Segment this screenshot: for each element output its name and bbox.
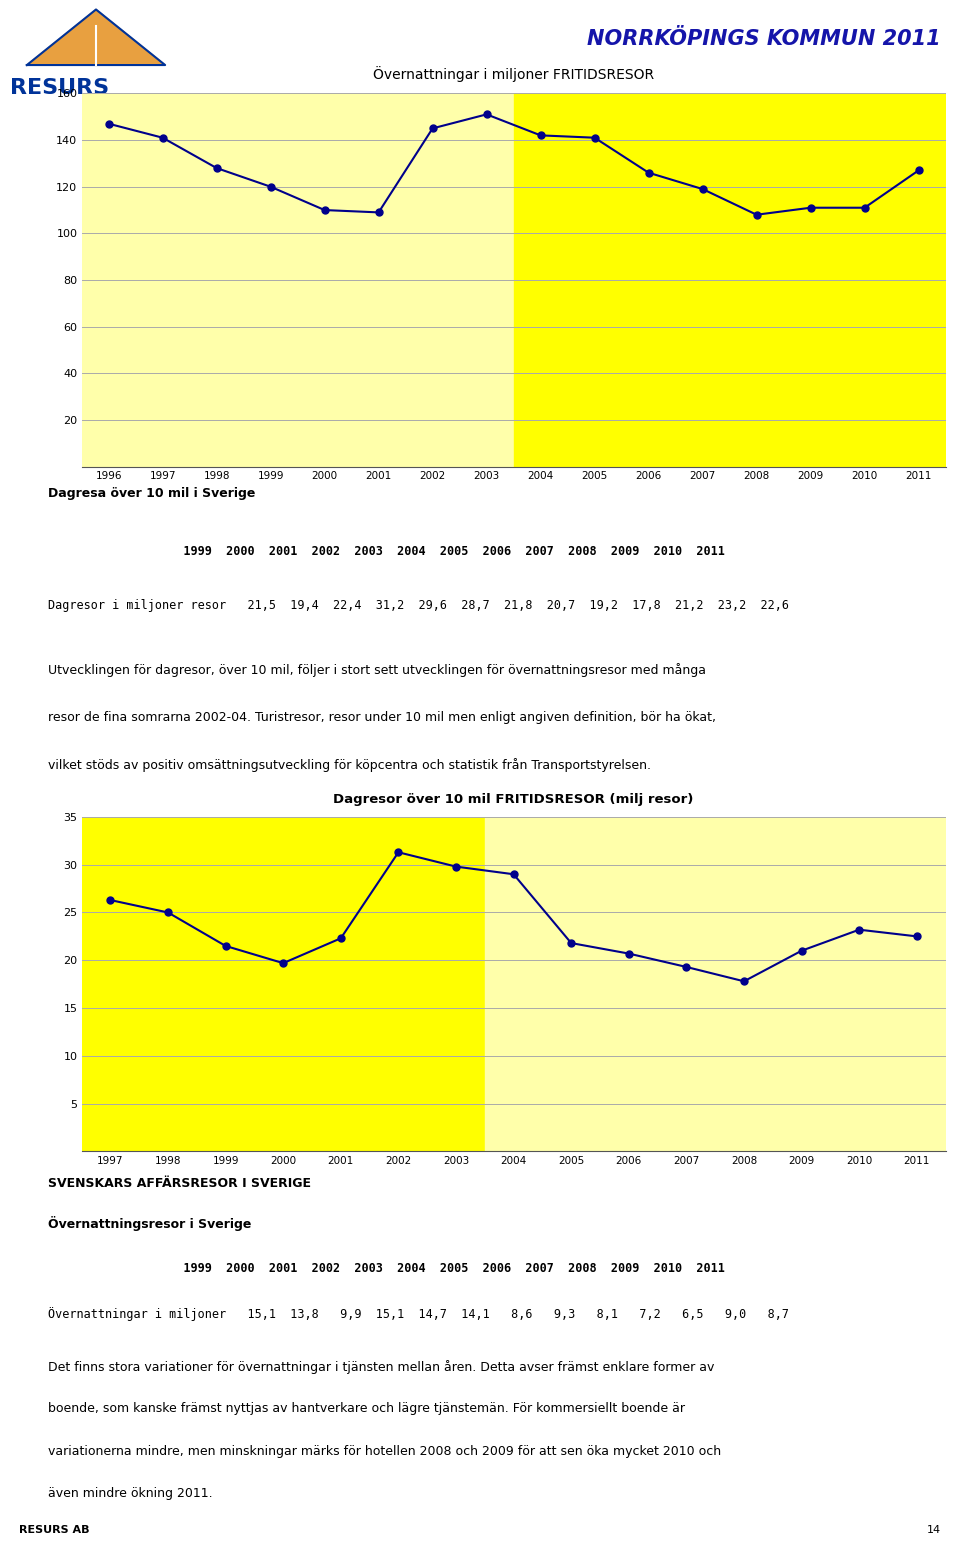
Text: SVENSKARS AFFÄRSRESOR I SVERIGE: SVENSKARS AFFÄRSRESOR I SVERIGE [48, 1176, 311, 1190]
Bar [514, 93, 946, 467]
Text: vilket stöds av positiv omsättningsutveckling för köpcentra och statistik från T: vilket stöds av positiv omsättningsutvec… [48, 758, 651, 772]
Text: Övernattningsresor i Sverige: Övernattningsresor i Sverige [48, 1217, 252, 1231]
Text: resor de fina somrarna 2002-04. Turistresor, resor under 10 mil men enligt angiv: resor de fina somrarna 2002-04. Turistre… [48, 711, 716, 724]
Text: 14: 14 [926, 1525, 941, 1536]
Bar [82, 93, 514, 467]
Text: boende, som kanske främst nyttjas av hantverkare och lägre tjänstemän. För komme: boende, som kanske främst nyttjas av han… [48, 1402, 685, 1416]
Title: Dagresor över 10 mil FRITIDSRESOR (milj resor): Dagresor över 10 mil FRITIDSRESOR (milj … [333, 794, 694, 806]
Polygon shape [27, 9, 165, 65]
Text: Utvecklingen för dagresor, över 10 mil, följer i stort sett utvecklingen för öve: Utvecklingen för dagresor, över 10 mil, … [48, 663, 706, 677]
Text: även mindre ökning 2011.: även mindre ökning 2011. [48, 1488, 212, 1500]
Text: NORRKÖPINGS KOMMUN 2011: NORRKÖPINGS KOMMUN 2011 [588, 30, 941, 48]
Text: variationerna mindre, men minskningar märks för hotellen 2008 och 2009 för att s: variationerna mindre, men minskningar mä… [48, 1444, 721, 1458]
Text: RESURS: RESURS [10, 78, 108, 98]
Text: Det finns stora variationer för övernattningar i tjänsten mellan åren. Detta avs: Det finns stora variationer för övernatt… [48, 1360, 714, 1374]
Bar [82, 817, 485, 1151]
Text: 1999  2000  2001  2002  2003  2004  2005  2006  2007  2008  2009  2010  2011: 1999 2000 2001 2002 2003 2004 2005 2006 … [48, 1262, 725, 1274]
Text: Dagresor i miljoner resor   21,5  19,4  22,4  31,2  29,6  28,7  21,8  20,7  19,2: Dagresor i miljoner resor 21,5 19,4 22,4… [48, 599, 789, 612]
Text: RESURS AB: RESURS AB [19, 1525, 89, 1536]
Text: Övernattningar i miljoner   15,1  13,8   9,9  15,1  14,7  14,1   8,6   9,3   8,1: Övernattningar i miljoner 15,1 13,8 9,9 … [48, 1307, 789, 1321]
Text: 1999  2000  2001  2002  2003  2004  2005  2006  2007  2008  2009  2010  2011: 1999 2000 2001 2002 2003 2004 2005 2006 … [48, 545, 725, 557]
Text: Dagresa över 10 mil i Sverige: Dagresa över 10 mil i Sverige [48, 487, 255, 501]
Title: Övernattningar i miljoner FRITIDSRESOR: Övernattningar i miljoner FRITIDSRESOR [373, 67, 654, 82]
Bar [485, 817, 946, 1151]
